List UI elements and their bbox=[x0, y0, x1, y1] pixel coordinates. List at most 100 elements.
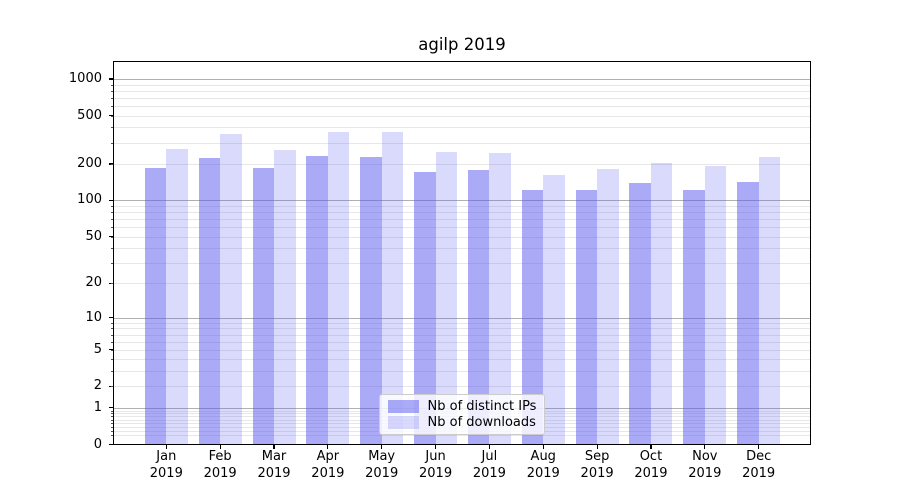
y-minor-tick bbox=[110, 328, 113, 330]
y-gridline-minor bbox=[113, 142, 811, 144]
y-gridline-major bbox=[113, 317, 811, 319]
y-minor-tick bbox=[110, 423, 113, 425]
x-tick-month: Feb bbox=[208, 449, 232, 464]
x-tick-year: 2019 bbox=[580, 465, 614, 481]
legend-row: Nb of distinct IPs bbox=[387, 398, 537, 414]
x-tick-year: 2019 bbox=[688, 465, 722, 481]
bar-distinct-ips bbox=[144, 167, 167, 445]
y-minor-tick bbox=[110, 219, 113, 221]
y-tick-label: 100 bbox=[77, 192, 102, 208]
x-tick-month: Sep bbox=[584, 449, 610, 464]
x-tick-year: 2019 bbox=[634, 465, 668, 481]
x-tick-year: 2019 bbox=[311, 465, 345, 481]
x-tick bbox=[596, 444, 598, 449]
legend-row: Nb of downloads bbox=[387, 414, 536, 430]
x-tick-month: May bbox=[368, 449, 396, 464]
x-tick bbox=[488, 444, 490, 449]
y-minor-tick bbox=[110, 283, 113, 285]
legend-swatch-downloads bbox=[387, 415, 419, 429]
y-minor-tick bbox=[110, 419, 113, 421]
y-gridline-minor bbox=[113, 84, 811, 86]
bar-distinct-ips bbox=[360, 156, 382, 445]
bar-distinct-ips bbox=[737, 181, 759, 445]
y-tick bbox=[109, 115, 113, 117]
x-tick-month: Aug bbox=[530, 449, 556, 464]
y-gridline-minor bbox=[113, 359, 811, 361]
x-tick-label: Feb 2019 bbox=[190, 449, 250, 482]
x-tick-label: Jul 2019 bbox=[459, 449, 519, 482]
y-minor-tick bbox=[110, 84, 113, 86]
y-tick-label: 200 bbox=[77, 155, 102, 171]
y-tick-label: 1000 bbox=[68, 71, 102, 87]
y-tick bbox=[109, 407, 113, 409]
y-minor-tick bbox=[110, 127, 113, 129]
y-gridline-minor bbox=[113, 328, 811, 330]
y-tick-label: 5 bbox=[93, 341, 102, 357]
y-gridline-minor bbox=[113, 106, 811, 108]
x-tick-month: Oct bbox=[639, 449, 663, 464]
bar-downloads bbox=[381, 132, 404, 445]
x-tick-year: 2019 bbox=[149, 465, 183, 481]
y-gridline-minor bbox=[113, 248, 811, 250]
x-tick bbox=[650, 444, 652, 449]
x-tick-label: Aug 2019 bbox=[513, 449, 573, 482]
y-gridline-minor bbox=[113, 205, 811, 207]
x-tick bbox=[381, 444, 383, 449]
bar-distinct-ips bbox=[683, 189, 705, 445]
bar-downloads bbox=[274, 149, 296, 445]
y-tick-label: 50 bbox=[85, 228, 102, 244]
y-gridline-minor bbox=[113, 341, 811, 343]
bar-distinct-ips bbox=[467, 170, 490, 445]
y-minor-tick bbox=[110, 386, 113, 388]
x-tick-year: 2019 bbox=[419, 465, 453, 481]
y-gridline-minor bbox=[113, 219, 811, 221]
x-tick bbox=[327, 444, 329, 449]
y-tick bbox=[109, 163, 113, 165]
bar-downloads bbox=[220, 133, 242, 445]
bar-downloads bbox=[704, 166, 727, 445]
bar-distinct-ips bbox=[629, 183, 651, 445]
y-minor-tick bbox=[110, 413, 113, 415]
y-minor-tick bbox=[110, 205, 113, 207]
x-tick-year: 2019 bbox=[365, 465, 399, 481]
y-minor-tick bbox=[110, 349, 113, 351]
y-tick bbox=[109, 199, 113, 201]
bar-downloads bbox=[543, 174, 565, 445]
x-tick-year: 2019 bbox=[203, 465, 237, 481]
y-minor-tick bbox=[110, 212, 113, 214]
x-tick-month: Mar bbox=[261, 449, 287, 464]
y-gridline-minor bbox=[113, 371, 811, 373]
y-gridline-minor bbox=[113, 386, 811, 388]
x-tick-label: Jan 2019 bbox=[136, 449, 196, 482]
x-tick-year: 2019 bbox=[472, 465, 506, 481]
y-minor-tick bbox=[110, 341, 113, 343]
bar-downloads bbox=[489, 153, 511, 445]
legend: Nb of distinct IPs Nb of downloads bbox=[378, 393, 545, 435]
x-tick-label: Dec 2019 bbox=[729, 449, 789, 482]
x-tick-label: Mar 2019 bbox=[244, 449, 304, 482]
y-gridline-minor bbox=[113, 349, 811, 351]
x-tick-month: Jul bbox=[481, 449, 498, 464]
y-tick-label: 10 bbox=[85, 309, 102, 325]
x-tick-year: 2019 bbox=[742, 465, 776, 481]
x-tick-label: Nov 2019 bbox=[675, 449, 735, 482]
bar-downloads bbox=[435, 152, 458, 445]
legend-label: Nb of downloads bbox=[427, 414, 536, 430]
y-gridline-minor bbox=[113, 283, 811, 285]
x-tick bbox=[273, 444, 275, 449]
y-gridline-minor bbox=[113, 127, 811, 129]
legend-swatch-distinct-ips bbox=[387, 399, 419, 413]
y-tick-label: 1 bbox=[93, 399, 102, 415]
y-gridline-minor bbox=[113, 90, 811, 92]
y-tick bbox=[109, 317, 113, 319]
bar-downloads bbox=[758, 156, 781, 445]
y-minor-tick bbox=[110, 163, 113, 165]
y-gridline-minor bbox=[113, 334, 811, 336]
plot-area: Nb of distinct IPs Nb of downloads bbox=[113, 61, 811, 445]
bar-downloads bbox=[597, 169, 619, 445]
y-minor-tick bbox=[110, 426, 113, 428]
x-tick-year: 2019 bbox=[257, 465, 291, 481]
legend-label: Nb of distinct IPs bbox=[427, 398, 537, 414]
y-gridline-minor bbox=[113, 236, 811, 238]
y-gridline-minor bbox=[113, 227, 811, 229]
